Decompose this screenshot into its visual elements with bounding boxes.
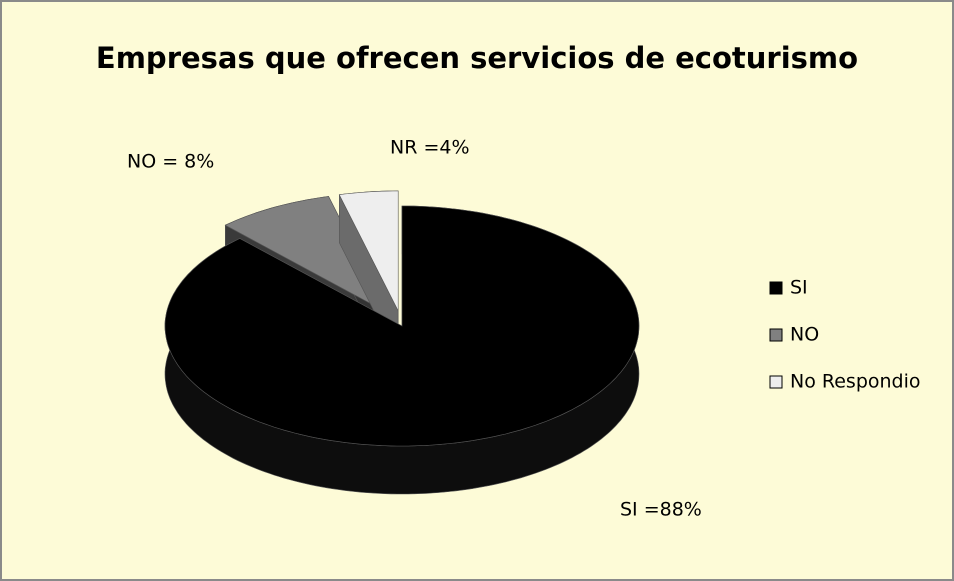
legend-swatch bbox=[769, 281, 783, 295]
data-label: SI =88% bbox=[620, 499, 702, 521]
chart-title: Empresas que ofrecen servicios de ecotur… bbox=[96, 41, 858, 75]
data-label: NO = 8% bbox=[127, 151, 214, 173]
slice-top bbox=[164, 205, 640, 447]
legend-label: No Respondio bbox=[790, 371, 921, 393]
data-label: NR =4% bbox=[390, 137, 470, 159]
slice-top bbox=[338, 190, 399, 312]
legend-label: SI bbox=[790, 277, 808, 299]
legend-swatch bbox=[769, 375, 783, 389]
slice-top bbox=[224, 196, 389, 314]
legend-label: NO bbox=[790, 324, 819, 346]
legend-swatch bbox=[769, 328, 783, 342]
